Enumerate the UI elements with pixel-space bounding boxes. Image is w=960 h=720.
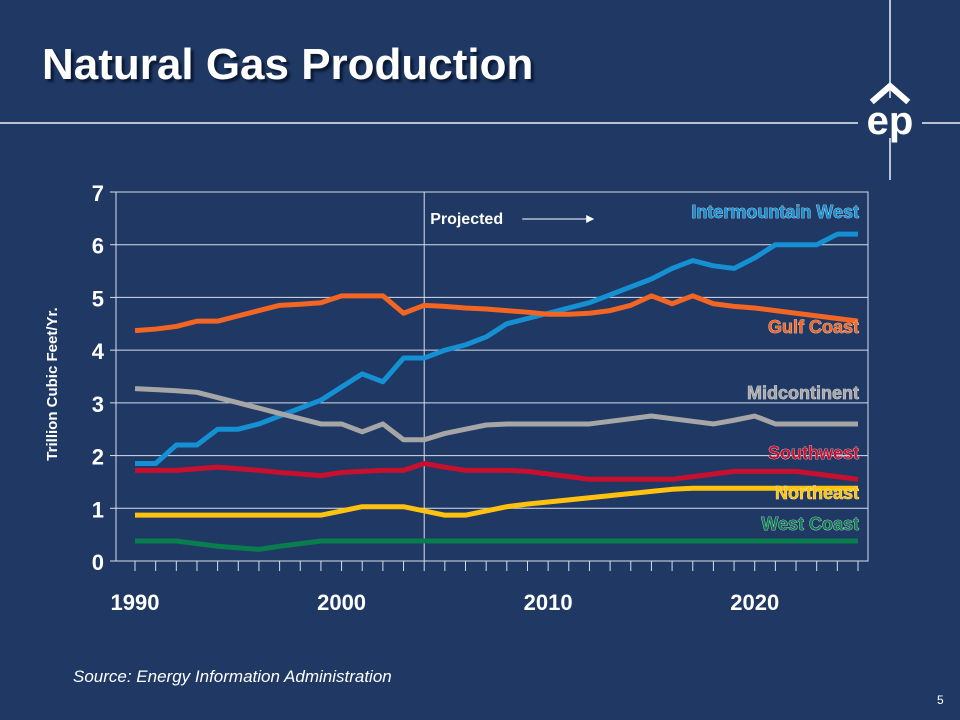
series-line-west-coast — [135, 538, 858, 552]
plot-frame — [115, 191, 869, 562]
title-divider — [0, 122, 960, 124]
series-label-west-coast: West Coast — [761, 514, 859, 534]
slide-title: Natural Gas Production — [42, 40, 534, 89]
series-line-northeast — [135, 485, 858, 518]
series-label-northeast: Northeast — [775, 483, 859, 503]
series-label-midcontinent: Midcontinent — [747, 383, 859, 403]
tick-label-y-0: 0 — [92, 550, 104, 575]
tick-label-y-4: 4 — [92, 339, 105, 364]
logo-divider — [889, 0, 891, 180]
tick-label-y-7: 7 — [92, 181, 104, 206]
series-label-intermountain-west: Intermountain West — [691, 202, 859, 222]
logo-text: ep — [867, 99, 914, 143]
series-label-southwest: Southwest — [768, 443, 859, 463]
tick-label-y-3: 3 — [92, 392, 104, 417]
ep-logo-icon: ep — [858, 82, 922, 143]
projected-arrow-head — [586, 215, 595, 223]
tick-label-x-2010: 2010 — [524, 590, 573, 615]
tick-label-x-2000: 2000 — [317, 590, 366, 615]
tick-label-y-6: 6 — [92, 234, 104, 259]
page-number: 5 — [937, 693, 944, 707]
tick-label-x-2020: 2020 — [730, 590, 779, 615]
y-axis-label: Trillion Cubic Feet/Yr. — [44, 307, 61, 460]
projected-label: Projected — [430, 211, 503, 228]
tick-label-y-5: 5 — [92, 286, 104, 311]
tick-label-y-1: 1 — [92, 497, 104, 522]
source-note: Source: Energy Information Administratio… — [73, 667, 392, 686]
series-line-gulf-coast — [134, 293, 859, 334]
series-line-intermountain-west — [135, 231, 858, 466]
series-label-gulf-coast: Gulf Coast — [768, 317, 859, 337]
tick-label-y-2: 2 — [92, 445, 104, 470]
series-line-midcontinent — [134, 386, 858, 443]
tick-label-x-1990: 1990 — [111, 590, 160, 615]
series-line-southwest — [135, 460, 859, 482]
